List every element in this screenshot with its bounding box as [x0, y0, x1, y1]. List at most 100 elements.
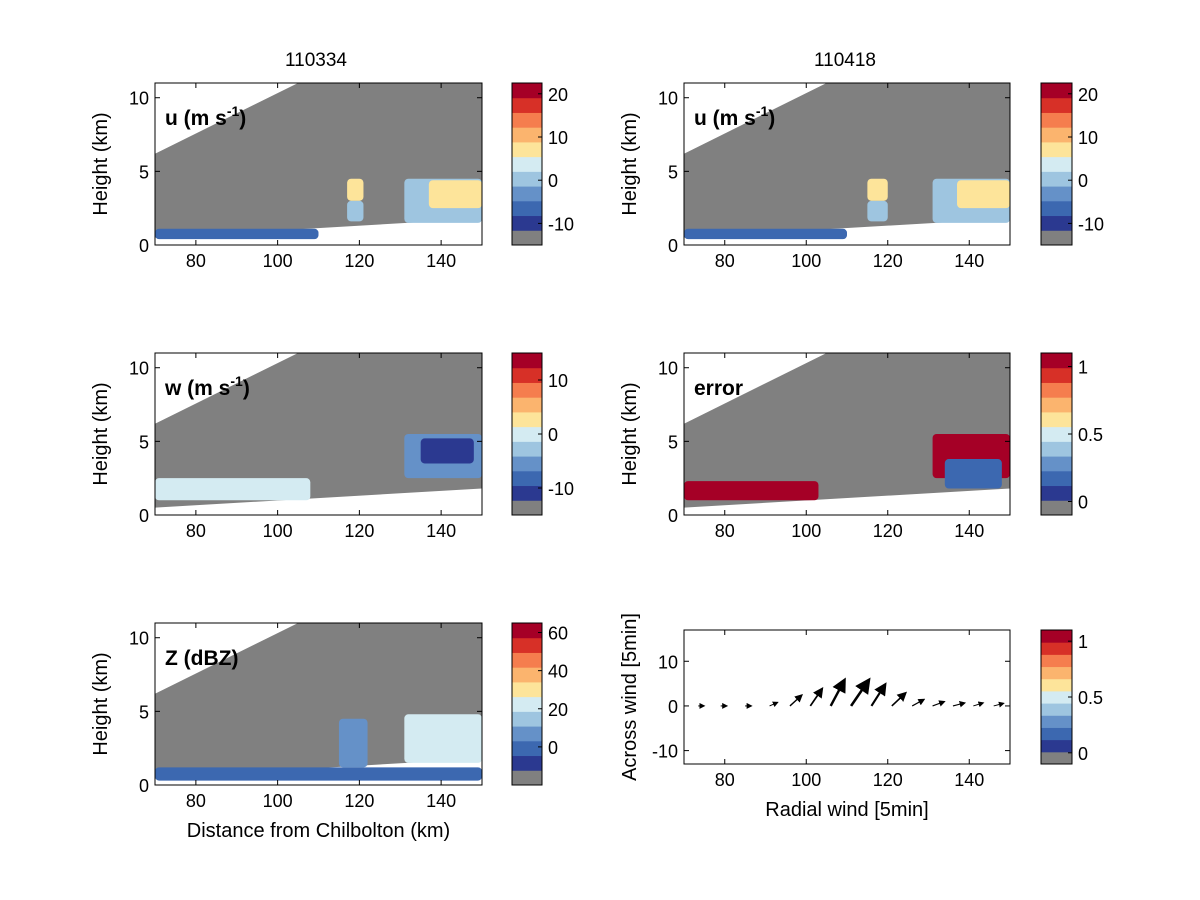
colorbar-segment: [512, 637, 542, 653]
wind-arrow: [769, 701, 779, 708]
colorbar-segment: [1041, 156, 1072, 172]
x-tick-label: 100: [791, 770, 821, 790]
colorbar-segment: [512, 696, 542, 712]
colorbar-segment: [512, 485, 542, 501]
y-tick-label: 10: [129, 359, 149, 379]
colorbar-tick-label: 10: [548, 371, 568, 391]
axes-frame: [154, 82, 483, 246]
colorbar-segment: [1041, 690, 1072, 704]
x-axis-label: Radial wind [5min]: [765, 799, 928, 821]
colorbar-segment: [1041, 441, 1072, 457]
axes-frame: [154, 352, 483, 516]
colorbar-segment: [1041, 367, 1072, 383]
colorbar-segment: [512, 500, 542, 516]
data-region: [155, 228, 319, 240]
colorbar-segment: [1041, 751, 1072, 765]
colorbar-segment: [1041, 382, 1072, 398]
y-tick-label: 0: [139, 776, 149, 796]
y-tick-label: 0: [139, 236, 149, 256]
colorbar-tick-label: 0: [1078, 171, 1088, 191]
data-region: [155, 767, 482, 781]
x-tick-label: 80: [715, 770, 735, 790]
y-tick-label: 10: [129, 89, 149, 109]
data-region: [155, 478, 311, 501]
colorbar-segment: [512, 97, 542, 113]
colorbar-segment: [1041, 715, 1072, 728]
column-title-right: 110418: [814, 50, 876, 71]
colorbar-segment: [1041, 112, 1072, 128]
x-tick-label: 80: [186, 791, 206, 811]
axes-frame: [683, 352, 1011, 516]
colorbar-tick-label: 0: [548, 171, 558, 191]
colorbar-segment: [1041, 666, 1072, 680]
x-tick-label: 140: [426, 521, 456, 541]
label-superscript: -1: [230, 373, 243, 389]
x-tick-label: 100: [263, 521, 293, 541]
colorbar-segment: [512, 411, 542, 428]
x-tick-label: 80: [715, 521, 735, 541]
colorbar-tick-label: 20: [548, 700, 568, 720]
colorbar-segment: [512, 186, 542, 202]
x-tick-label: 140: [426, 251, 456, 271]
colorbar-tick-label: 0.5: [1078, 425, 1103, 445]
wind-arrow: [870, 682, 887, 707]
colorbar-segment: [1041, 397, 1072, 413]
column-title-left: 110334: [285, 50, 347, 71]
colorbar-segment: [512, 200, 542, 217]
colorbar-segment: [512, 740, 542, 757]
label-superscript: -1: [756, 103, 769, 119]
colorbar-segment: [512, 215, 542, 231]
panel-inner-label: Z (dBZ): [165, 647, 238, 670]
colorbar-segment: [1041, 642, 1072, 655]
x-tick-label: 100: [263, 251, 293, 271]
axes-frame: [683, 629, 1011, 765]
colorbar-tick-label: 0: [1078, 744, 1088, 764]
scan-region: [155, 623, 482, 778]
colorbar-segment: [1041, 127, 1072, 143]
colorbar-tick-label: 0: [1078, 493, 1088, 513]
y-tick-label: 10: [129, 629, 149, 649]
y-tick-label: 0: [139, 506, 149, 526]
x-tick-label: 140: [954, 770, 984, 790]
x-axis-label: Distance from Chilbolton (km): [187, 820, 450, 842]
colorbar-segment: [1041, 739, 1072, 753]
wind-arrow: [973, 701, 985, 708]
colorbar-frame: [511, 622, 543, 786]
y-axis-label: Across wind [5min]: [619, 613, 641, 781]
colorbar-segment: [512, 397, 542, 413]
colorbar-segment: [1041, 83, 1072, 99]
y-axis-label: Height (km): [90, 112, 112, 215]
panel-inner-label: u (m s-1): [694, 103, 775, 130]
x-tick-label: 80: [186, 251, 206, 271]
x-tick-label: 120: [344, 521, 374, 541]
data-region: [684, 481, 819, 501]
colorbar-segment: [512, 171, 542, 187]
data-region: [867, 200, 888, 222]
scan-region: [155, 353, 482, 508]
data-region: [404, 714, 482, 763]
colorbar-segment: [1041, 426, 1072, 442]
axes-frame: [683, 82, 1011, 246]
colorbar-frame: [1040, 82, 1073, 246]
y-tick-label: 5: [668, 162, 678, 182]
colorbar-frame: [511, 82, 543, 246]
data-region: [957, 180, 1010, 209]
panel-inner-label: error: [694, 377, 743, 400]
colorbar-segment: [1041, 353, 1072, 369]
label-tail: ): [243, 377, 250, 400]
colorbar-tick-label: -10: [1078, 214, 1104, 234]
colorbar-segment: [1041, 200, 1072, 217]
colorbar-segment: [1041, 703, 1072, 716]
colorbar-segment: [512, 711, 542, 727]
data-region: [347, 178, 364, 201]
colorbar-tick-label: -10: [548, 214, 574, 234]
colorbar-segment: [1041, 230, 1072, 246]
wind-arrow: [829, 677, 846, 707]
x-tick-label: 100: [791, 251, 821, 271]
wind-arrow: [932, 700, 946, 707]
colorbar-segment: [1041, 678, 1072, 692]
colorbar-tick-label: 1: [1078, 632, 1088, 652]
y-axis-label: Height (km): [619, 382, 641, 485]
